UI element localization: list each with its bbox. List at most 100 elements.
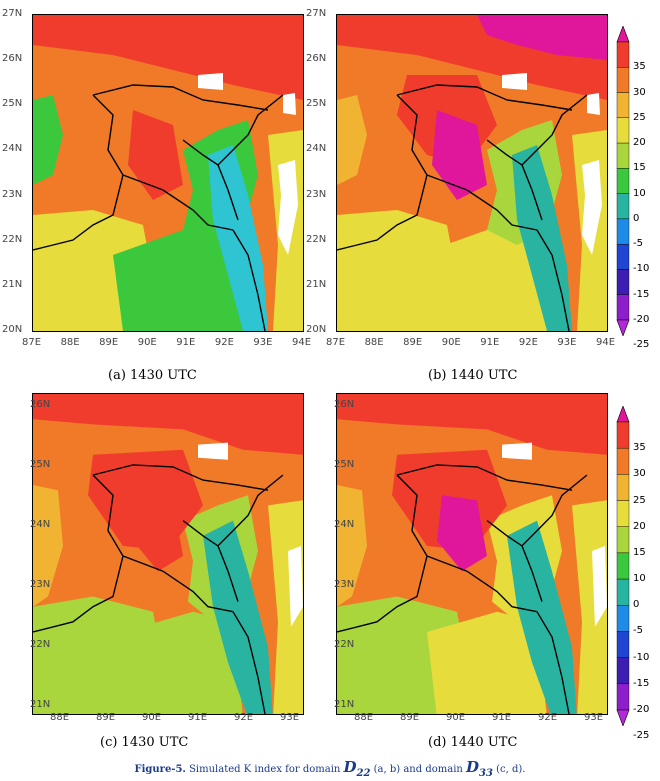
figure-caption-text1: Simulated K index for domain [185, 764, 344, 775]
white-patch-2 [587, 93, 600, 115]
white-patch-3 [278, 160, 298, 255]
colorbar-tick-label: 35 [633, 442, 646, 454]
lon-tick-label: 87E [22, 337, 42, 348]
colorbar-bin [616, 605, 630, 632]
domain-d22-symbol: D22 [343, 758, 371, 779]
colorbar-gradient [616, 406, 630, 726]
colorbar-tick-label: -15 [633, 288, 650, 300]
lat-tick-label: 24N [334, 519, 355, 530]
north-band [337, 394, 607, 455]
colorbar-top: 35 30 25 20 15 10 0 -5 -10 -15 -20 -25 [616, 26, 660, 350]
lon-tick-label: 91E [492, 712, 512, 723]
lon-tick-label: 90E [137, 337, 157, 348]
west-patch [337, 95, 367, 185]
lat-tick-label: 22N [306, 233, 327, 245]
boundary-line [426, 174, 538, 231]
colorbar-tick-label: 15 [633, 546, 646, 558]
colorbar-tick-label: 20 [633, 520, 646, 532]
lon-tick-label: 91E [188, 712, 208, 723]
lon-tick-label: 90E [142, 712, 162, 723]
white-patch-1 [198, 442, 228, 460]
k-index-field [33, 394, 303, 714]
white-patch-2 [592, 545, 607, 627]
map-panel-a [32, 14, 304, 332]
white-patch-1 [198, 73, 223, 90]
domain-d22-letter: D [343, 758, 357, 776]
colorbar-tick-label: 25 [633, 111, 646, 123]
domain-d33-letter: D [466, 758, 480, 776]
boundary-line [182, 94, 284, 166]
lat-tick-label: 25N [30, 459, 51, 470]
colorbar-bin [616, 168, 630, 194]
white-patch-3 [582, 160, 602, 255]
boundary-line [122, 174, 234, 231]
caption-d: (d) 1440 UTC [428, 735, 518, 750]
figure-caption-text3: (c, d). [492, 764, 526, 775]
colorbar-tick-label: -25 [633, 730, 650, 742]
boundary-line [521, 164, 543, 221]
colorbar-tick-label: 10 [633, 187, 646, 199]
lon-tick-label: 93E [253, 337, 273, 348]
colorbar-tick-label: 30 [633, 86, 646, 98]
lon-tick-label: 92E [538, 712, 558, 723]
lon-tick-label: 88E [364, 337, 384, 348]
k-index-field [337, 394, 607, 714]
lat-tick-label: 20N [2, 324, 23, 335]
lat-tick-label: 25N [2, 98, 23, 110]
figure-caption: Figure-5. Simulated K index for domain D… [0, 758, 660, 779]
colorbar-top-triangle [616, 26, 630, 43]
boundary-line [33, 474, 124, 633]
colorbar-tick-label: -5 [633, 625, 643, 637]
boundary-line [232, 611, 266, 714]
inner-blob [437, 495, 487, 572]
domain-d22-sub: 22 [356, 768, 371, 779]
colorbar-gradient [616, 26, 630, 336]
bay-area [123, 611, 243, 714]
colorbar-tick-label: -10 [633, 651, 650, 663]
figure-caption-label: Figure-5. [134, 764, 186, 775]
white-patch-1 [502, 73, 527, 90]
lat-tick-label: 22N [30, 639, 51, 650]
lon-tick-label: 89E [403, 337, 423, 348]
lon-tick-label: 92E [518, 337, 538, 348]
colorbar-tick-label: 0 [633, 212, 640, 224]
lat-tick-label: 21N [2, 278, 23, 290]
colorbar-bottom: 35 30 25 20 15 10 0 -5 -10 -15 -20 -25 [616, 406, 660, 741]
colorbar-bin [616, 117, 630, 144]
colorbar-bin [616, 657, 630, 685]
boundary-line [536, 611, 570, 714]
lon-tick-label: 90E [446, 712, 466, 723]
lat-tick-label: 24N [306, 143, 327, 155]
colorbar-top-triangle [616, 406, 630, 423]
colorbar-tick-label: 10 [633, 573, 646, 585]
lon-tick-label: 87E [326, 337, 346, 348]
colorbar-bin [616, 193, 630, 220]
colorbar-bin [616, 67, 630, 93]
boundary-line [217, 164, 239, 221]
lat-tick-label: 26N [334, 399, 355, 410]
colorbar-bin [616, 500, 630, 527]
lat-tick-label: 23N [30, 579, 51, 590]
inner-blob [133, 495, 183, 572]
colorbar-tick-label: -10 [633, 263, 650, 275]
bay-area [417, 230, 552, 331]
map-panel-d [336, 393, 608, 715]
lon-tick-label: 88E [354, 712, 374, 723]
lon-tick-label: 93E [557, 337, 577, 348]
colorbar-bin [616, 578, 630, 606]
colorbar-tick-label: 25 [633, 494, 646, 506]
lon-tick-label: 89E [96, 712, 116, 723]
colorbar-bin [616, 421, 630, 449]
colorbar-tick-label: -20 [633, 704, 650, 715]
lon-tick-label: 92E [234, 712, 254, 723]
domain-d33-symbol: D33 [466, 758, 493, 779]
colorbar-bin [616, 269, 630, 295]
white-patch-2 [283, 93, 296, 115]
colorbar-tick-label: -5 [633, 238, 643, 250]
boundary-line [396, 464, 573, 491]
lon-tick-label: 94E [596, 337, 616, 348]
white-patch-1 [502, 442, 532, 460]
domain-d33-sub: 33 [479, 768, 493, 779]
colorbar-bin [616, 92, 630, 119]
lat-tick-label: 22N [2, 233, 23, 245]
